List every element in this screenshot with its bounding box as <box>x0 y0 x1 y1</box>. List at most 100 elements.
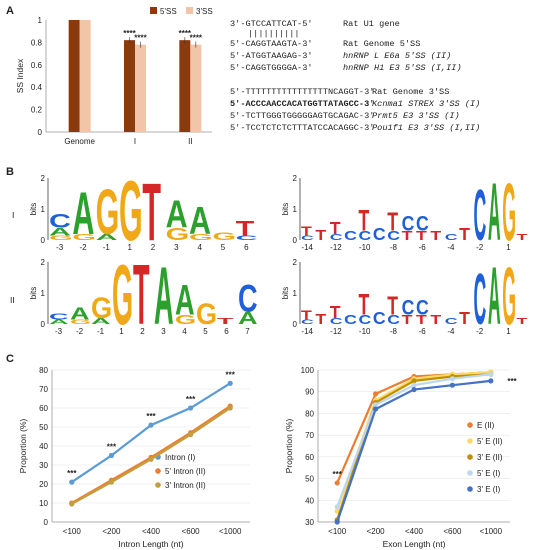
hnrnpl-5ss-sequence: 5'-ATGGTAAGAG-3' <box>230 51 313 61</box>
y-axis-label: Proportion (%) <box>284 418 294 473</box>
y-tick-label: 0.4 <box>31 83 43 92</box>
genome-3ss-sequence: 5'-TTTTTTTTTTTTTTTTNCAGGT-3' <box>230 87 374 97</box>
logo-letter-a: A <box>49 226 71 238</box>
data-point <box>334 504 340 510</box>
logo-letter-t: T <box>517 316 528 326</box>
x-tick-label: <200 <box>102 527 121 536</box>
data-point <box>373 402 379 408</box>
y-tick-label: 80 <box>305 409 314 418</box>
y-tick-label: 50 <box>39 423 48 432</box>
logo-letter-t: T <box>359 289 370 322</box>
y-tick-label: 50 <box>305 475 314 484</box>
logo-letter-g: G <box>70 318 91 325</box>
legend-label: Intron (I) <box>165 453 196 462</box>
data-point <box>227 405 233 411</box>
legend-label: 3' E (I) <box>477 485 501 494</box>
logo-position-label: -12 <box>330 243 342 252</box>
hnrnpl-5ss-label: hnRNP L E6a 5'SS (II) <box>343 51 451 61</box>
logo-letter-g: G <box>72 232 96 242</box>
logo-position-label: 5 <box>203 327 208 336</box>
data-point <box>148 456 154 462</box>
splice-site-sequences: 3'-GTCCATTCAT-5' Rat U1 gene |||||||||| … <box>230 19 480 133</box>
significance-stars: **** <box>190 34 203 43</box>
y-tick-label: 30 <box>39 461 48 470</box>
logo-letter-t: T <box>402 313 413 327</box>
pou1f1-3ss-label: Pou1f1 E3 3'SS (I,II) <box>372 123 480 133</box>
logo-position-label: -3 <box>56 243 64 252</box>
logo-y-tick: 1 <box>293 289 298 298</box>
legend-label: E (II) <box>477 421 495 430</box>
logo-letter-g: G <box>196 298 217 332</box>
logo-letter-g: G <box>166 225 190 244</box>
logo-letter-c: C <box>402 296 415 320</box>
x-axis-label: Intron Length (nt) <box>118 539 183 549</box>
logo-position-label: 2 <box>140 327 145 336</box>
logo-position-label: -1 <box>103 243 111 252</box>
significance-stars: *** <box>107 443 117 452</box>
logo-letter-a: A <box>488 252 501 342</box>
logo-position-label: -10 <box>359 327 371 336</box>
logo-letter-t: T <box>330 218 341 238</box>
u1-sequence: 3'-GTCCATTCAT-5' <box>230 19 313 29</box>
logo-letter-g: G <box>91 292 112 326</box>
logo-letter-c: C <box>330 316 343 326</box>
logo-bits-label: bits <box>281 203 290 215</box>
hnrnph1-5ss-sequence: 5'-CAGGTGGGGA-3' <box>230 63 313 73</box>
logo-position-label: -8 <box>390 243 398 252</box>
logo-position-label: -2 <box>79 243 87 252</box>
legend-label: 3' E (II) <box>477 453 503 462</box>
logo-letter-a: A <box>70 304 90 324</box>
logo-letter-c: C <box>474 259 487 340</box>
x-tick-label: <400 <box>142 527 161 536</box>
logo-letter-c: C <box>416 212 429 236</box>
panel-label-c: C <box>6 353 14 365</box>
y-tick-label: 100 <box>301 366 315 375</box>
data-point <box>411 382 417 388</box>
data-point <box>69 479 75 485</box>
logo-y-tick: 2 <box>41 258 46 267</box>
logo-letter-t: T <box>459 308 470 328</box>
logo-letter-c: C <box>301 318 314 325</box>
logo-letter-c: C <box>344 313 357 327</box>
logo-letter-a: A <box>166 194 188 236</box>
y-tick-label: 60 <box>305 453 314 462</box>
logo-letter-c: C <box>445 232 458 242</box>
y-tick-label: 20 <box>39 480 48 489</box>
y-tick-label: 60 <box>39 404 48 413</box>
y-tick-label: 70 <box>39 385 48 394</box>
logo-position-label: -3 <box>55 327 63 336</box>
logo-letter-t: T <box>517 232 528 242</box>
logo-letter-c: C <box>373 224 386 244</box>
bar-i-5ss <box>124 40 135 132</box>
logo-letter-t: T <box>133 249 150 343</box>
logo-position-label: -12 <box>330 327 342 336</box>
logo-y-tick: 2 <box>293 258 298 267</box>
y-tick-label: 70 <box>305 431 314 440</box>
legend-marker <box>155 468 161 474</box>
legend-marker <box>467 454 473 460</box>
legend-label: 5' Intron (II) <box>165 467 206 476</box>
logo-letter-t: T <box>315 311 326 327</box>
logo-row-label-ii: II <box>10 295 15 305</box>
x-tick-label: <200 <box>367 527 386 536</box>
significance-stars: **** <box>179 29 192 38</box>
logo-position-label: 6 <box>224 327 229 336</box>
data-point <box>69 501 75 507</box>
logo-position-label: 1 <box>506 327 511 336</box>
y-tick-label: 0.6 <box>31 61 43 70</box>
logo-letter-t: T <box>330 302 341 322</box>
logo-letter-t: T <box>217 317 235 326</box>
logo-position-label: 3 <box>174 243 179 252</box>
logo-letter-g: G <box>212 230 236 242</box>
logo-bits-label: bits <box>29 287 38 299</box>
logo-letter-g: G <box>112 249 133 343</box>
logo-position-label: -14 <box>301 243 313 252</box>
legend-swatch <box>150 7 157 14</box>
data-point <box>188 405 194 411</box>
data-point <box>411 378 417 384</box>
logo-y-tick: 0 <box>41 236 46 245</box>
logo-letter-c: C <box>474 175 487 256</box>
bar-genome-5ss <box>68 20 80 132</box>
significance-stars: *** <box>146 412 156 421</box>
